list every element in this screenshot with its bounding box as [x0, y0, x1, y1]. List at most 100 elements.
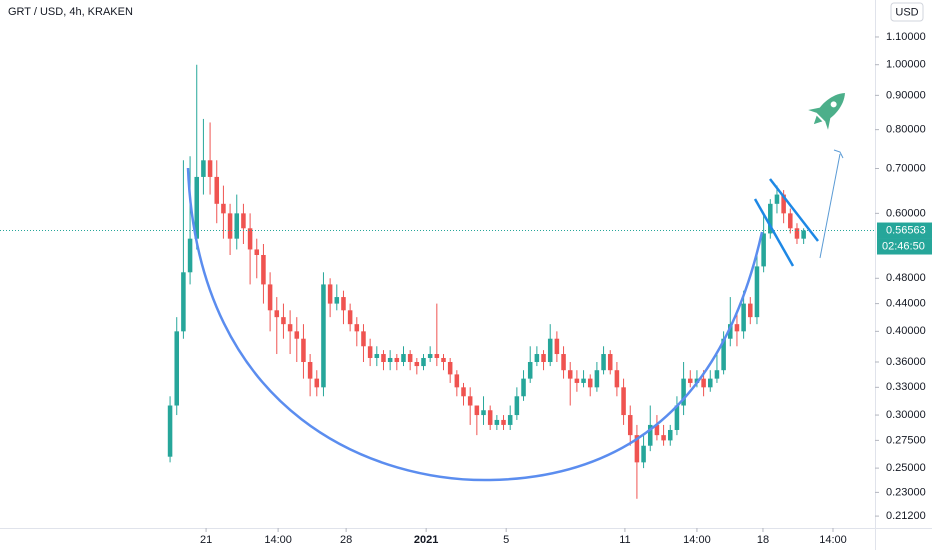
candle-body	[447, 362, 453, 375]
candle-body	[654, 424, 660, 436]
y-tick-label: 0.44000	[886, 298, 926, 310]
candle-body	[407, 354, 413, 363]
y-tick-label: 0.80000	[886, 124, 926, 136]
candle-body	[247, 228, 253, 250]
candle-body	[321, 284, 326, 388]
candle-body	[768, 203, 773, 234]
candle-body	[507, 415, 513, 425]
candle-body	[661, 435, 666, 441]
candle-body	[461, 387, 466, 397]
candle-body	[541, 354, 546, 363]
candle-body	[721, 338, 726, 371]
candle-body	[367, 346, 373, 358]
candle-body	[514, 396, 520, 416]
candle-body	[494, 419, 500, 425]
candle-body	[714, 370, 720, 379]
candle-body	[641, 445, 646, 463]
candle-body	[681, 378, 686, 406]
candle-body	[627, 415, 633, 436]
x-tick-label: 14:00	[264, 534, 292, 546]
last-price-box	[877, 222, 932, 239]
candle-body	[621, 387, 626, 416]
countdown-label: 02:46:50	[882, 240, 925, 252]
candle-body	[174, 331, 180, 406]
y-tick-label: 0.70000	[886, 162, 926, 174]
candle-body	[434, 354, 440, 358]
rocket-icon	[808, 93, 845, 130]
candle-body	[327, 284, 333, 304]
candle-body	[701, 378, 706, 388]
candle-body	[167, 405, 173, 457]
candle-body	[354, 324, 360, 332]
candle-body	[334, 297, 340, 304]
candle-body	[254, 249, 260, 255]
candle-body	[361, 331, 366, 347]
candle-body	[781, 194, 786, 214]
y-tick-label: 0.33000	[886, 381, 926, 393]
candle-body	[601, 354, 606, 371]
target-arrow	[819, 153, 841, 259]
last-price-label: 0.56563	[886, 224, 926, 236]
candle-body	[201, 160, 206, 177]
x-tick-label: 5	[503, 534, 509, 546]
y-tick-label: 0.21200	[886, 510, 926, 522]
candle-body	[387, 357, 393, 363]
countdown-box	[877, 238, 932, 255]
candle-body	[574, 378, 580, 383]
y-tick-label: 0.27500	[886, 434, 926, 446]
candle-body	[788, 213, 793, 229]
candle-body	[501, 419, 506, 425]
y-tick-label: 0.25000	[886, 462, 926, 474]
candle-body	[374, 354, 380, 358]
candle-body	[294, 331, 300, 339]
y-tick-label: 0.60000	[886, 207, 926, 219]
y-tick-label: 1.00000	[886, 59, 926, 71]
x-tick-label: 2021	[414, 534, 438, 546]
candle-body	[187, 238, 193, 273]
candle-body	[301, 338, 306, 363]
candle-body	[207, 160, 213, 177]
candle-body	[474, 405, 480, 416]
candle-body	[427, 354, 433, 358]
candle-body	[441, 357, 446, 363]
candle-body	[754, 266, 760, 318]
flag-line-lower	[753, 198, 795, 267]
candle-body	[221, 203, 226, 214]
arrow-head	[833, 149, 844, 159]
candle-body	[687, 378, 693, 383]
candle-body	[774, 194, 780, 204]
chart-title: GRT / USD, 4h, KRAKEN	[8, 6, 133, 18]
candle-body	[194, 176, 200, 239]
y-tick-label: 0.30000	[886, 409, 926, 421]
x-tick-label: 21	[200, 534, 212, 546]
candle-body	[287, 324, 293, 332]
x-tick-label: 14:00	[819, 534, 847, 546]
candle-body	[214, 176, 220, 204]
candle-body	[527, 362, 533, 379]
candle-body	[467, 396, 473, 406]
candle-body	[454, 374, 460, 388]
flag-line-upper	[769, 178, 819, 242]
candle-body	[801, 230, 806, 239]
candle-body	[547, 338, 553, 363]
candle-body	[421, 357, 426, 367]
y-tick-label: 0.36000	[886, 356, 926, 368]
candle-body	[694, 378, 700, 383]
candle-body	[394, 357, 400, 363]
candle-body	[227, 213, 233, 239]
candle-body	[567, 370, 573, 379]
x-tick-label: 14:00	[683, 534, 711, 546]
currency: USD	[895, 6, 918, 18]
x-tick-label: 28	[340, 534, 352, 546]
candle-body	[181, 272, 186, 332]
candle-body	[274, 310, 280, 318]
currency-box	[890, 2, 924, 22]
candle-body	[307, 362, 313, 379]
candle-body	[728, 324, 733, 339]
candle-body	[281, 317, 286, 325]
candle-body	[634, 435, 640, 463]
candle-body	[708, 378, 713, 388]
